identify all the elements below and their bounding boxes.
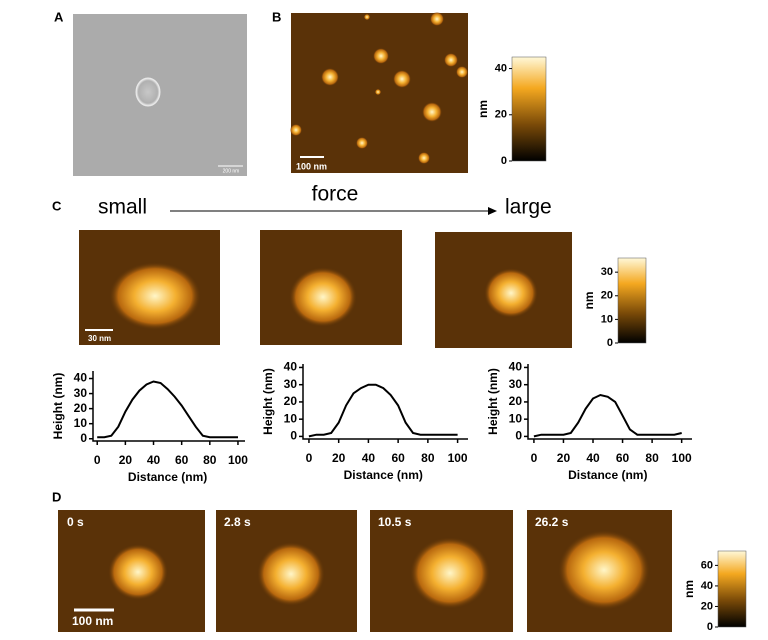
x-axis-label: Distance (nm) (128, 470, 207, 484)
time-label: 0 s (67, 515, 84, 529)
x-tick-label: 60 (616, 451, 630, 465)
colorbar-tick-label: 10 (601, 313, 613, 325)
x-tick-label: 80 (421, 451, 435, 465)
panel-label: B (272, 9, 281, 24)
y-tick-label: 10 (74, 416, 88, 430)
x-tick-label: 80 (203, 453, 217, 467)
y-tick-label: 0 (290, 429, 297, 443)
colorbar (511, 56, 547, 162)
y-tick-label: 30 (509, 377, 523, 391)
y-axis-label: Height (nm) (486, 368, 500, 435)
particle (257, 542, 325, 606)
force-label: force (312, 183, 359, 206)
y-tick-label: 40 (509, 360, 523, 374)
x-tick-label: 20 (332, 451, 346, 465)
y-tick-label: 10 (284, 411, 298, 425)
x-tick-label: 40 (586, 451, 600, 465)
time-label: 10.5 s (378, 515, 412, 529)
x-tick-label: 20 (119, 453, 133, 467)
y-tick-label: 40 (284, 360, 298, 374)
force-low: small (98, 196, 147, 219)
x-tick-label: 100 (448, 451, 468, 465)
axes (92, 371, 245, 442)
x-tick-label: 0 (531, 451, 538, 465)
colorbar-unit: nm (476, 100, 490, 118)
particle (558, 530, 650, 610)
panel-label: A (54, 9, 64, 24)
particle (289, 267, 357, 327)
colorbar-unit: nm (582, 292, 596, 310)
colorbar (717, 550, 747, 628)
y-tick-label: 20 (284, 394, 298, 408)
axes (302, 364, 468, 440)
y-tick-label: 20 (509, 394, 523, 408)
colorbar-tick-label: 20 (601, 290, 613, 302)
x-tick-label: 80 (645, 451, 659, 465)
colorbar-tick-label: 30 (601, 266, 613, 278)
profile-line (308, 383, 458, 438)
colorbar (617, 257, 647, 344)
time-label: 26.2 s (535, 515, 569, 529)
y-tick-label: 0 (515, 429, 522, 443)
particle (108, 544, 168, 600)
profile-line (533, 393, 682, 438)
x-tick-label: 40 (362, 451, 376, 465)
colorbar-tick-label: 0 (707, 621, 713, 633)
y-tick-label: 0 (80, 431, 87, 445)
axes (527, 364, 692, 440)
particles (290, 12, 468, 164)
x-tick-label: 40 (147, 453, 161, 467)
time-label: 2.8 s (224, 515, 251, 529)
scale-bar-label: 30 nm (88, 334, 111, 343)
profile-line (97, 380, 238, 439)
colorbar-unit: nm (682, 580, 696, 598)
scale-bar-label: 100 nm (72, 614, 113, 628)
x-axis-label: Distance (nm) (344, 468, 423, 482)
y-tick-label: 30 (74, 386, 88, 400)
y-axis-label: Height (nm) (51, 373, 65, 440)
x-tick-label: 0 (306, 451, 313, 465)
y-tick-label: 40 (74, 371, 88, 385)
particle (109, 262, 201, 330)
x-tick-label: 60 (391, 451, 405, 465)
panel-label: D (52, 489, 61, 504)
y-tick-label: 30 (284, 377, 298, 391)
x-tick-label: 20 (557, 451, 571, 465)
colorbar-tick-label: 0 (501, 155, 507, 167)
colorbar-tick-label: 40 (495, 62, 507, 74)
colorbar-tick-label: 20 (495, 109, 507, 121)
y-tick-label: 20 (74, 401, 88, 415)
force-high: large (505, 196, 552, 219)
arrow-head (488, 207, 497, 215)
colorbar-tick-label: 40 (701, 580, 713, 592)
particle (135, 77, 161, 107)
scale-bar-label: 100 nm (296, 161, 327, 171)
scale-bar-label: 200 nm (223, 168, 240, 174)
panel-label: C (52, 198, 62, 213)
x-tick-label: 0 (94, 453, 101, 467)
colorbar-tick-label: 60 (701, 559, 713, 571)
y-tick-label: 10 (509, 411, 523, 425)
x-tick-label: 60 (175, 453, 189, 467)
x-axis-label: Distance (nm) (568, 468, 647, 482)
colorbar-tick-label: 20 (701, 600, 713, 612)
y-axis-label: Height (nm) (261, 368, 275, 435)
x-tick-label: 100 (672, 451, 692, 465)
x-tick-label: 100 (228, 453, 248, 467)
colorbar-tick-label: 0 (607, 337, 613, 349)
particle (410, 537, 490, 609)
particle (484, 268, 538, 318)
